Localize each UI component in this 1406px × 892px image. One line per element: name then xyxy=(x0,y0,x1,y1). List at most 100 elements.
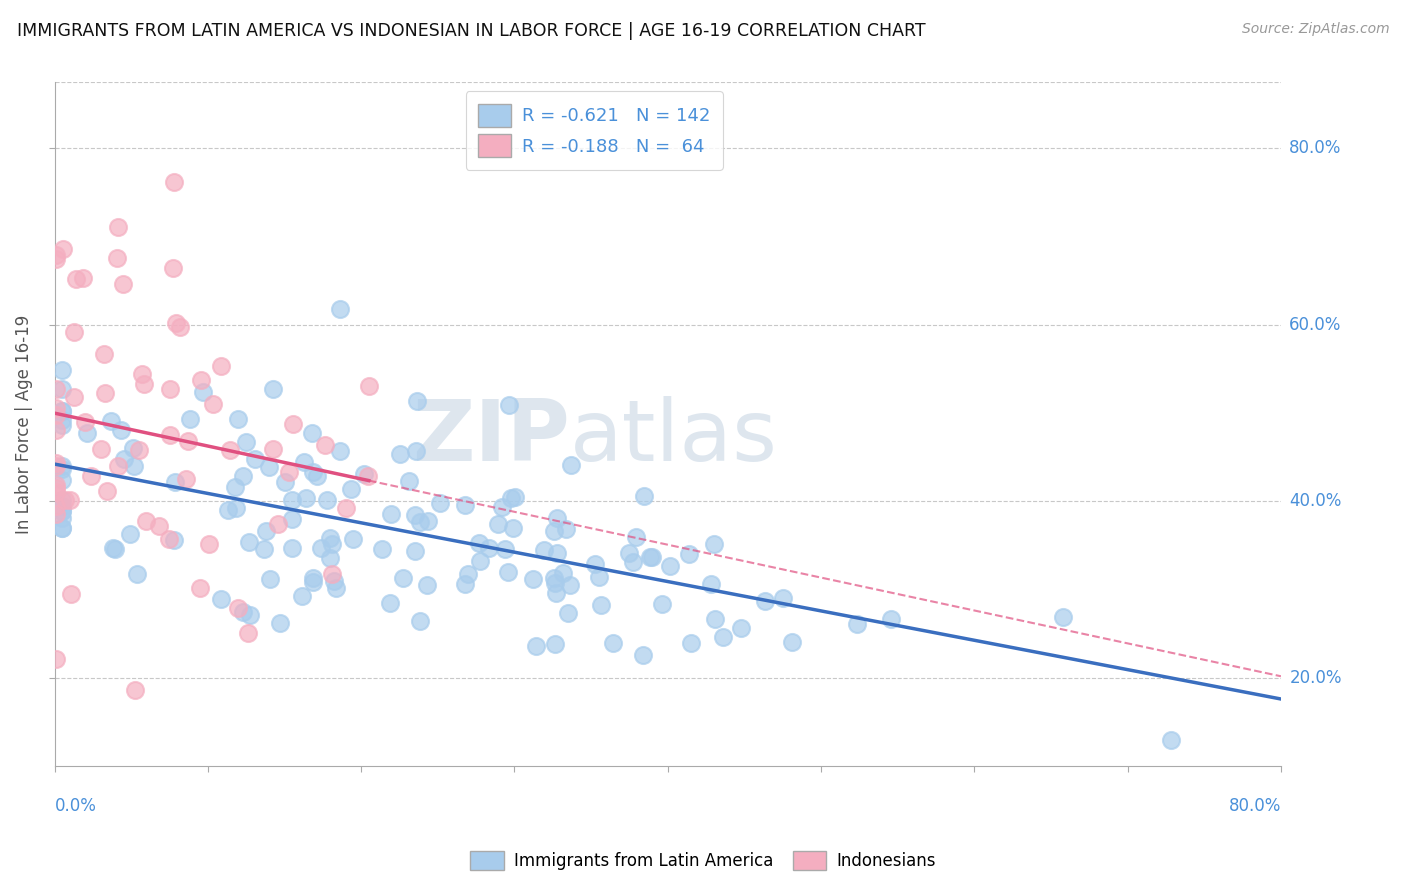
Point xyxy=(224,480,246,494)
Point xyxy=(503,490,526,504)
Point xyxy=(617,546,640,560)
Point xyxy=(631,648,654,663)
Point xyxy=(704,612,727,626)
Point xyxy=(429,496,451,510)
Point xyxy=(638,549,661,564)
Point xyxy=(468,554,491,568)
Point xyxy=(45,485,67,500)
Point xyxy=(94,385,117,400)
Point xyxy=(418,514,440,528)
Point xyxy=(335,500,357,515)
Point xyxy=(45,478,67,492)
Point xyxy=(90,442,112,457)
Y-axis label: In Labor Force | Age 16-19: In Labor Force | Age 16-19 xyxy=(15,314,32,533)
Point xyxy=(588,570,610,584)
Point xyxy=(96,484,118,499)
Point xyxy=(59,492,82,507)
Point xyxy=(342,532,364,546)
Point xyxy=(340,482,363,496)
Point xyxy=(51,459,73,474)
Point xyxy=(281,511,304,525)
Point xyxy=(305,468,328,483)
Point xyxy=(59,586,82,600)
Point xyxy=(110,423,132,437)
Point xyxy=(546,546,568,560)
Point xyxy=(135,514,157,528)
Point xyxy=(107,458,129,473)
Point xyxy=(188,581,211,595)
Point xyxy=(558,578,581,592)
Point xyxy=(1160,732,1182,747)
Point xyxy=(235,435,257,450)
Point xyxy=(122,441,145,455)
Point xyxy=(591,599,613,613)
Point xyxy=(555,522,578,536)
Point xyxy=(228,601,250,615)
Text: IMMIGRANTS FROM LATIN AMERICA VS INDONESIAN IN LABOR FORCE | AGE 16-19 CORRELATI: IMMIGRANTS FROM LATIN AMERICA VS INDONES… xyxy=(17,22,925,40)
Point xyxy=(711,630,734,644)
Point xyxy=(543,575,565,590)
Point xyxy=(125,567,148,582)
Point xyxy=(45,248,67,262)
Point xyxy=(551,566,574,580)
Text: ZIP: ZIP xyxy=(412,396,569,479)
Point xyxy=(190,373,212,387)
Point xyxy=(468,536,491,550)
Point xyxy=(112,277,135,291)
Point xyxy=(112,452,135,467)
Point xyxy=(478,541,501,555)
Point xyxy=(281,417,304,431)
Point xyxy=(1052,609,1074,624)
Text: 60.0%: 60.0% xyxy=(1289,316,1341,334)
Text: 0.0%: 0.0% xyxy=(55,797,97,814)
Point xyxy=(105,251,128,265)
Point xyxy=(51,382,73,396)
Point xyxy=(329,301,352,316)
Point xyxy=(415,578,437,592)
Point xyxy=(51,493,73,508)
Point xyxy=(51,462,73,476)
Point xyxy=(209,359,232,373)
Point xyxy=(193,384,215,399)
Point xyxy=(457,567,479,582)
Point xyxy=(51,412,73,426)
Point xyxy=(245,452,267,467)
Point xyxy=(45,423,67,437)
Point xyxy=(544,637,567,651)
Point xyxy=(501,491,523,505)
Point xyxy=(104,541,127,556)
Point xyxy=(254,524,277,538)
Point xyxy=(846,617,869,632)
Point xyxy=(621,555,644,569)
Point xyxy=(626,530,648,544)
Point xyxy=(45,500,67,514)
Point xyxy=(209,591,232,606)
Point xyxy=(93,346,115,360)
Point xyxy=(65,272,87,286)
Point xyxy=(314,438,336,452)
Point xyxy=(238,535,260,549)
Point xyxy=(772,591,794,606)
Point xyxy=(291,589,314,603)
Text: 80.0%: 80.0% xyxy=(1229,797,1281,814)
Point xyxy=(380,596,402,610)
Point xyxy=(295,491,318,505)
Point xyxy=(51,521,73,535)
Point xyxy=(262,382,284,396)
Point xyxy=(526,639,548,653)
Point xyxy=(165,316,187,330)
Point xyxy=(232,605,254,619)
Point xyxy=(319,551,342,566)
Point xyxy=(100,414,122,428)
Point xyxy=(301,425,323,440)
Point xyxy=(544,586,567,600)
Point xyxy=(124,683,146,698)
Point xyxy=(107,220,129,235)
Point xyxy=(148,518,170,533)
Point xyxy=(45,652,67,666)
Text: Source: ZipAtlas.com: Source: ZipAtlas.com xyxy=(1241,22,1389,37)
Point xyxy=(543,524,565,538)
Point xyxy=(404,508,426,523)
Point xyxy=(321,536,343,550)
Point xyxy=(225,500,247,515)
